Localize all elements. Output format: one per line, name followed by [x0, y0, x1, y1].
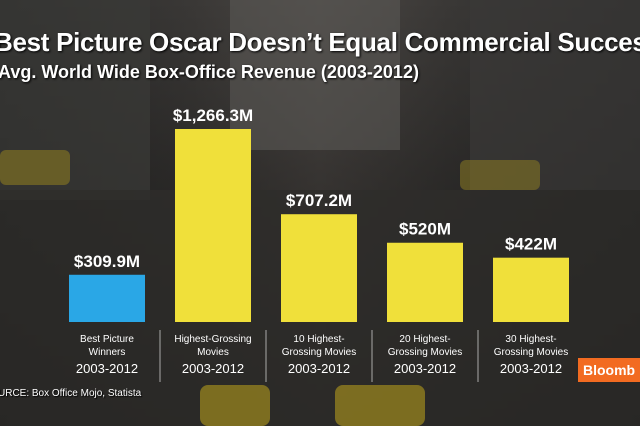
- background-taxi-4: [335, 385, 425, 426]
- source-note: URCE: Box Office Mojo, Statista: [0, 388, 142, 399]
- category-years-label: 2003-2012: [76, 361, 138, 376]
- background-taxi-1: [0, 150, 70, 185]
- category-label-line2: Movies: [197, 347, 229, 358]
- data-label: $309.9M: [74, 252, 140, 271]
- bar: [281, 214, 357, 322]
- background-taxi-2: [460, 160, 540, 190]
- brand-logo: Bloomb: [578, 358, 640, 382]
- category-label-line1: 20 Highest-: [399, 334, 450, 345]
- category-label-line2: Winners: [89, 347, 126, 358]
- category-years-label: 2003-2012: [182, 361, 244, 376]
- bar: [69, 274, 145, 322]
- category-label-line2: Grossing Movies: [282, 347, 356, 358]
- bar: [387, 242, 463, 322]
- bar: [175, 129, 251, 322]
- category-years-label: 2003-2012: [500, 361, 562, 376]
- category-years-label: 2003-2012: [394, 361, 456, 376]
- category-label-line2: Grossing Movies: [494, 347, 568, 358]
- background-taxi-3: [200, 385, 270, 426]
- data-label: $1,266.3M: [173, 106, 253, 125]
- category-label-line1: Highest-Grossing: [174, 334, 251, 345]
- category-label-line1: Best Picture: [80, 334, 134, 345]
- bar: [493, 257, 569, 322]
- data-label: $520M: [399, 220, 451, 239]
- data-label: $707.2M: [286, 191, 352, 210]
- chart-subtitle: Avg. World Wide Box-Office Revenue (2003…: [0, 62, 419, 82]
- data-label: $422M: [505, 235, 557, 254]
- category-label-line1: 10 Highest-: [293, 334, 344, 345]
- background-building-right: [470, 0, 640, 190]
- category-years-label: 2003-2012: [288, 361, 350, 376]
- category-label-line1: 30 Highest-: [505, 334, 556, 345]
- chart-title: Best Picture Oscar Doesn’t Equal Commerc…: [0, 27, 640, 57]
- category-label-line2: Grossing Movies: [388, 347, 462, 358]
- background-building-center: [230, 0, 400, 150]
